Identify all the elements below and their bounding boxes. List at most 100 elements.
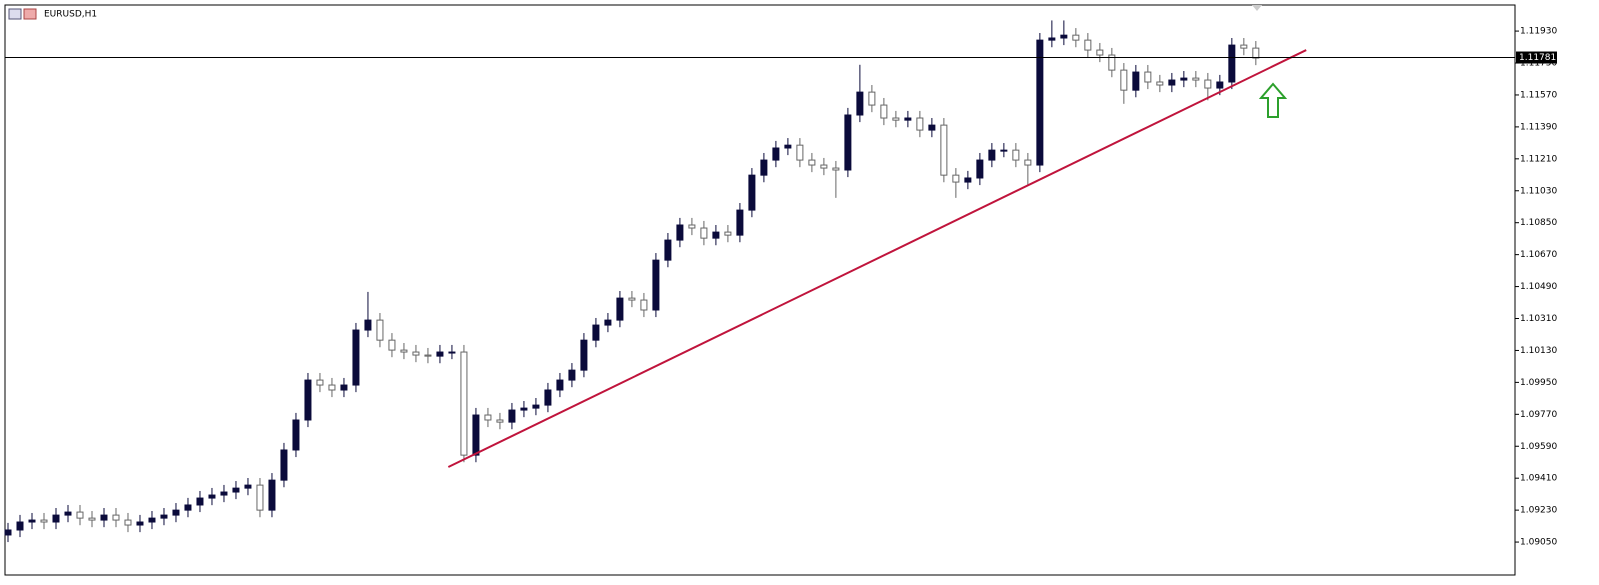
- candle-body: [136, 521, 144, 526]
- y-tick-label: 1.10850: [1520, 218, 1557, 228]
- candle-body: [496, 419, 504, 423]
- candle-body: [1072, 34, 1080, 41]
- candle-body: [328, 384, 336, 391]
- candle-body: [1000, 149, 1008, 152]
- candle-body: [448, 351, 456, 354]
- y-tick-label: 1.09770: [1520, 410, 1557, 420]
- candle-body: [1168, 79, 1176, 86]
- candle-body: [736, 209, 744, 236]
- candle-body: [1144, 71, 1152, 83]
- y-tick-label: 1.10490: [1520, 282, 1557, 292]
- candle-body: [340, 384, 348, 391]
- candle-body: [220, 491, 228, 496]
- candle-body: [1240, 44, 1248, 49]
- candle-body: [664, 239, 672, 261]
- candle-body: [880, 104, 888, 119]
- candle-body: [712, 231, 720, 239]
- candle-body: [1252, 47, 1260, 59]
- candle-body: [460, 351, 468, 456]
- candle-body: [796, 144, 804, 161]
- candle-body: [268, 479, 276, 511]
- candle-body: [676, 224, 684, 241]
- candle-body: [808, 159, 816, 166]
- y-tick-label: 1.09950: [1520, 378, 1557, 388]
- arrow-annotation: [1258, 82, 1288, 118]
- candle-body: [64, 511, 72, 516]
- candle-body: [76, 511, 84, 519]
- y-tick-label: 1.11390: [1520, 122, 1557, 132]
- current-price-box: [1516, 51, 1557, 64]
- chart-icon: [8, 8, 22, 20]
- candle-body: [1012, 149, 1020, 161]
- candle-body: [1228, 44, 1236, 83]
- candle-body: [376, 319, 384, 341]
- candle-body: [928, 124, 936, 131]
- candle-body: [1108, 54, 1116, 71]
- candle-body: [1060, 34, 1068, 39]
- candle-body: [568, 369, 576, 381]
- candle-body: [820, 164, 828, 169]
- candle-body: [784, 144, 792, 149]
- candle-body: [700, 227, 708, 239]
- candle-body: [124, 519, 132, 526]
- candle-body: [952, 174, 960, 183]
- candle-body: [316, 379, 324, 386]
- chart-icon: [23, 8, 37, 20]
- candle-body: [88, 517, 96, 521]
- candle-body: [4, 529, 12, 536]
- candle-body: [304, 379, 312, 421]
- candle-body: [112, 514, 120, 521]
- candle-body: [916, 117, 924, 131]
- candle-body: [100, 514, 108, 521]
- candle-body: [436, 351, 444, 357]
- candle-body: [40, 519, 48, 523]
- candle-body: [604, 319, 612, 326]
- candle-body: [388, 339, 396, 351]
- candle-body: [1096, 49, 1104, 56]
- candle-body: [292, 419, 300, 451]
- candle-body: [508, 409, 516, 423]
- candle-body: [904, 117, 912, 121]
- candle-body: [196, 497, 204, 506]
- candle-body: [52, 514, 60, 523]
- candle-body: [232, 487, 240, 493]
- candle-body: [1180, 77, 1188, 81]
- candle-body: [208, 494, 216, 499]
- candle-body: [412, 351, 420, 356]
- candle-body: [1192, 77, 1200, 81]
- candle-body: [184, 504, 192, 511]
- candle-body: [1216, 81, 1224, 89]
- y-tick-label: 1.09410: [1520, 474, 1557, 484]
- y-tick-label: 1.11930: [1520, 27, 1557, 37]
- candle-body: [640, 299, 648, 311]
- candle-body: [1204, 79, 1212, 89]
- candle-body: [364, 319, 372, 331]
- candle-body: [1156, 81, 1164, 86]
- y-tick-label: 1.11210: [1520, 154, 1557, 164]
- candle-body: [352, 329, 360, 386]
- candle-body: [844, 114, 852, 171]
- candle-body: [28, 519, 36, 523]
- y-tick-label: 1.10130: [1520, 346, 1557, 356]
- candle-body: [592, 324, 600, 341]
- candle-body: [892, 117, 900, 121]
- candle-body: [748, 174, 756, 211]
- candle-body: [160, 514, 168, 519]
- y-tick-label: 1.11030: [1520, 186, 1557, 196]
- y-tick-label: 1.10310: [1520, 314, 1557, 324]
- candle-body: [520, 407, 528, 411]
- candle-body: [724, 231, 732, 236]
- candle-body: [652, 259, 660, 311]
- y-tick-label: 1.11570: [1520, 90, 1557, 100]
- y-tick-label: 1.10670: [1520, 250, 1557, 260]
- candle-body: [1048, 37, 1056, 41]
- candle-body: [856, 91, 864, 116]
- candle-body: [760, 159, 768, 176]
- candle-body: [1132, 71, 1140, 91]
- y-tick-label: 1.09590: [1520, 442, 1557, 452]
- candle-body: [1084, 39, 1092, 51]
- chart-title: EURUSD,H1: [44, 10, 97, 20]
- plot-frame: [4, 4, 1516, 576]
- candle-body: [16, 521, 24, 531]
